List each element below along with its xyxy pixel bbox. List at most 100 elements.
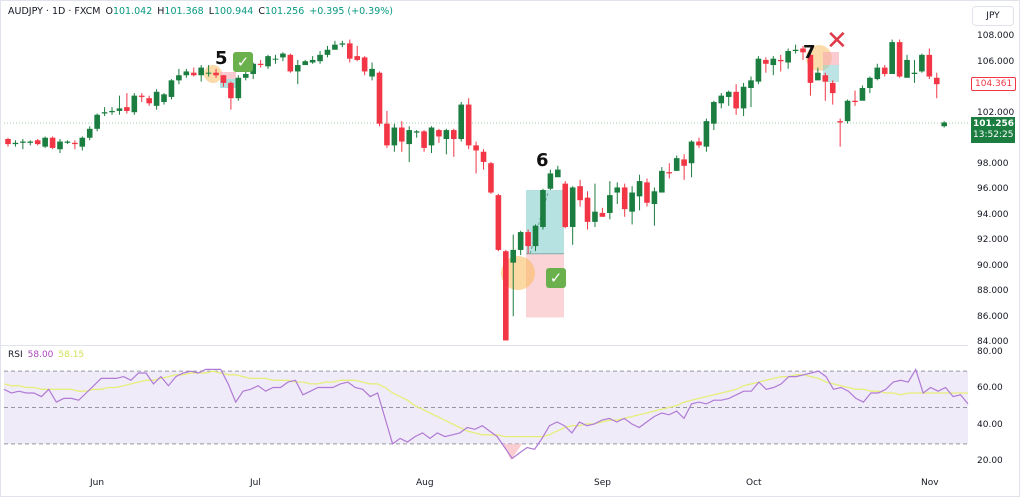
candle-up (443, 130, 450, 139)
candle-up (205, 72, 212, 74)
annotation-6-label: 6 (536, 150, 549, 171)
high-label: H (157, 6, 165, 17)
candle-up (740, 86, 747, 109)
candle-down (257, 63, 264, 66)
candle-up (844, 100, 851, 122)
candle-down (480, 151, 487, 162)
candle-down (829, 82, 836, 94)
check-icon: ✓ (546, 268, 566, 288)
open-value: 101.042 (112, 6, 153, 17)
candle-down (473, 145, 479, 151)
entry-circle-6 (501, 256, 535, 290)
price-tick: 88.000 (977, 286, 1009, 296)
candle-up (131, 95, 138, 113)
time-tick: Oct (746, 478, 762, 488)
candle-down (503, 251, 509, 341)
candle-down (488, 163, 494, 193)
candle-up (859, 88, 866, 101)
rsi-line (3, 367, 969, 460)
candle-down (5, 139, 11, 145)
rsi-ma-line (3, 370, 968, 438)
candle-down (213, 72, 219, 76)
candle-down (800, 48, 806, 53)
high-value: 101.368 (164, 6, 204, 17)
candle-up (874, 67, 881, 80)
candle-up (547, 173, 554, 189)
candle-up (153, 91, 160, 106)
candle-down (696, 141, 702, 146)
candle-up (815, 72, 821, 81)
candle-up (109, 110, 115, 113)
candle-up (12, 142, 19, 145)
candle-up (86, 128, 93, 138)
candle-up (904, 59, 910, 78)
stop-zone-7 (823, 52, 839, 65)
candle-up (748, 80, 754, 88)
candle-down (465, 104, 472, 146)
candle-up (629, 192, 635, 212)
candle-up (785, 51, 791, 63)
rsi-tick: 80.00 (977, 347, 1003, 357)
candle-up (755, 58, 762, 82)
pane-separator[interactable] (0, 345, 968, 346)
candle-up (391, 127, 398, 146)
candle-down (852, 100, 858, 103)
bar-countdown: 13:52:25 (973, 130, 1014, 140)
candle-up (792, 49, 799, 52)
rsi-title: RSI (8, 350, 23, 360)
candle-down (354, 56, 361, 60)
candle-up (659, 170, 665, 193)
time-tick: Nov (921, 478, 939, 488)
candle-up (413, 131, 420, 133)
candle-up (688, 141, 695, 164)
candle-up (592, 211, 598, 222)
last-price-marker: 104.361 (971, 77, 1017, 91)
candle-up (116, 108, 123, 111)
candle-down (421, 131, 427, 148)
price-tick: 92.000 (977, 235, 1009, 245)
candle-up (889, 42, 895, 74)
price-tick: 90.000 (977, 260, 1009, 271)
time-tick: Aug (416, 478, 434, 488)
symbol-name[interactable]: AUDJPY · 1D · FXCM (8, 6, 101, 17)
candle-down (584, 197, 591, 222)
candle-up (294, 65, 301, 72)
candle-down (621, 187, 628, 210)
candle-down (777, 59, 784, 62)
candle-down (228, 82, 234, 99)
candle-up (250, 63, 256, 74)
candle-up (94, 114, 100, 129)
candle-up (941, 122, 947, 127)
candle-up (607, 195, 613, 213)
candle-down (896, 42, 903, 77)
candle-up (510, 249, 517, 263)
price-tick: 106.000 (977, 56, 1015, 67)
close-value: 101.256 (264, 6, 305, 17)
candle-up (711, 102, 717, 124)
candle-down (72, 142, 78, 145)
candle-down (220, 75, 227, 83)
candle-up (614, 187, 621, 193)
candle-up (79, 137, 86, 147)
candle-down (384, 123, 390, 146)
cross-icon: ✕ (826, 26, 848, 56)
candle-up (265, 56, 271, 67)
target-zone-5 (220, 79, 236, 88)
candle-up (636, 181, 643, 197)
rsi-tick: 40.00 (977, 419, 1003, 430)
rsi-value: 58.00 (27, 350, 54, 360)
candle-up (867, 77, 873, 88)
price-tick: 96.000 (977, 184, 1009, 194)
candle-up (718, 95, 725, 104)
candle-up (161, 94, 167, 103)
candle-down (190, 72, 197, 76)
candle-down (837, 121, 843, 123)
close-label: C (258, 6, 265, 17)
candle-up (27, 141, 34, 143)
currency-button[interactable]: JPY (972, 6, 1014, 26)
check-icon: ✓ (233, 52, 253, 72)
candle-up (235, 77, 242, 99)
candle-up (540, 190, 546, 227)
candle-up (406, 130, 413, 145)
